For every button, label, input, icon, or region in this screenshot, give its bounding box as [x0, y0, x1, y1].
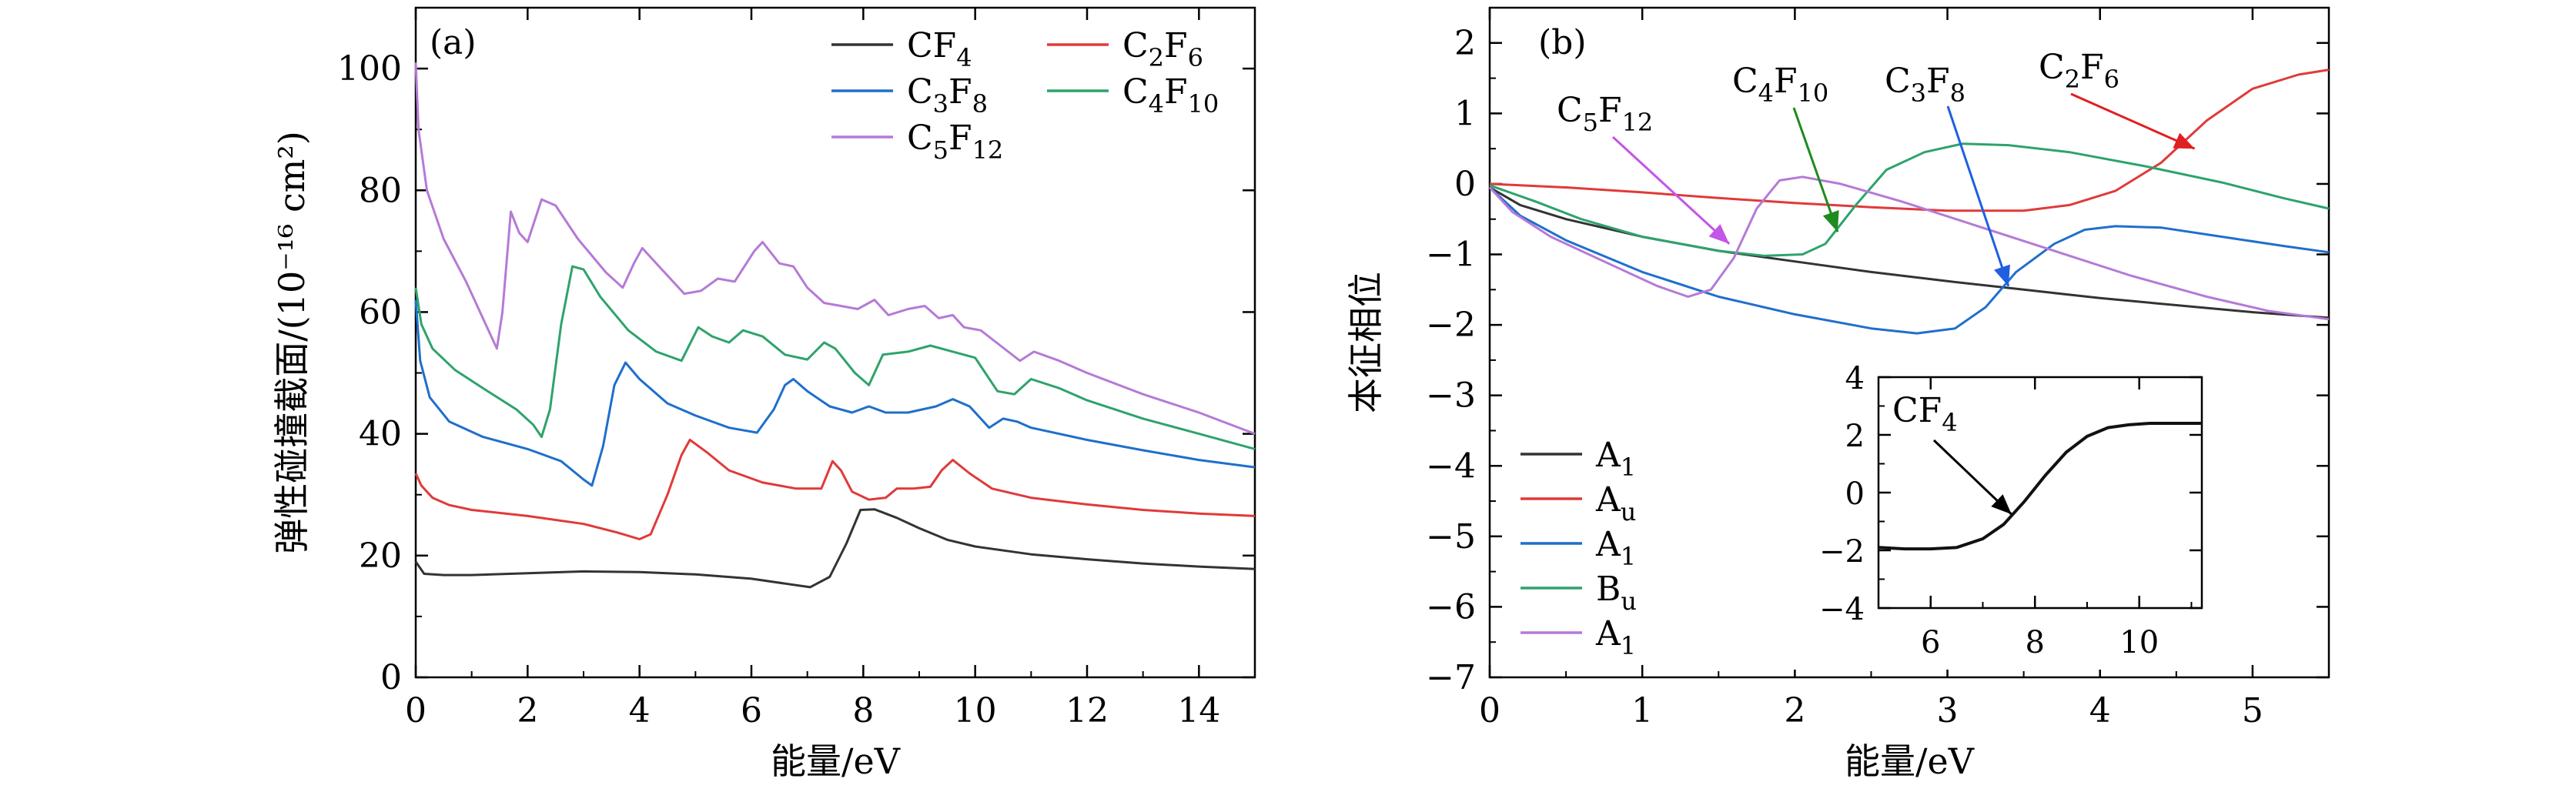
panel-a-series-c2f6: [414, 439, 1256, 540]
panel-b-ytick-label: 0: [1454, 165, 1476, 204]
panel-a-axes: 0 2 4 6 8 10 12 14 0 20 40 60 80 100: [337, 6, 1256, 730]
panel-b-ytick-label: −2: [1426, 306, 1476, 345]
panel-b-series-cf4-a1: [1489, 186, 2330, 319]
panel-b-annotation-arrow-c5f12-shaft: [1611, 135, 1731, 245]
inset-annotation-cf4: CF4: [1892, 391, 1958, 437]
panel-b-legend-label-cf4: A1: [1595, 436, 1636, 482]
panel-b-legend-label-c3f8: A1: [1595, 525, 1636, 571]
panel-b-ytick-label: −3: [1426, 376, 1476, 416]
inset-ytick-label: −4: [1819, 592, 1865, 627]
panel-a-legend-label-cf4: CF4: [907, 26, 972, 72]
inset-ytick-label: 2: [1845, 419, 1865, 454]
panel-b-annotation-c4f10: C4F10: [1732, 62, 1828, 108]
panel-b-annotation-arrow-c3f8-shaft: [1946, 105, 2010, 287]
panel-a-xtick-label: 4: [629, 691, 651, 730]
panel-a-legend-label-c2f6: C2F6: [1122, 26, 1203, 72]
panel-a-series-cf4: [414, 508, 1256, 589]
panel-b-ylabel: 本征相位: [1345, 272, 1387, 413]
panel-b-xlabel: 能量/eV: [1845, 740, 1975, 782]
inset-xtick-label: 8: [2025, 625, 2044, 660]
panel-a-xtick-label: 6: [741, 691, 762, 730]
panel-b-series-c5f12-a1: [1488, 175, 2330, 321]
panel-a-ytick-label: 40: [359, 415, 402, 454]
panel-a-xtick-label: 0: [405, 691, 427, 730]
panel-b-ytick-label: −7: [1426, 658, 1476, 697]
panel-a-ytick-label: 20: [359, 536, 402, 576]
panel-a-label: (a): [430, 23, 477, 62]
panel-b-series-c2f6-au: [1489, 69, 2330, 212]
panel-b-label: (b): [1538, 23, 1587, 62]
inset-xtick-label: 10: [2119, 625, 2159, 660]
panel-a-ylabel: 弹性碰撞截面/(10⁻¹⁶ cm²): [271, 131, 313, 554]
panel-a-ytick-label: 100: [337, 49, 402, 89]
panel-b-ytick-label: 2: [1454, 24, 1476, 63]
panel-b-annotation-c5f12: C5F12: [1557, 91, 1653, 137]
panel-b-xtick-label: 5: [2242, 691, 2263, 730]
panel-a-xtick-label: 14: [1177, 691, 1220, 730]
panel-b-annotation-arrow-c5f12-head: [1708, 224, 1730, 244]
panel-b-annotation-arrow-c2f6-shaft: [2070, 92, 2196, 150]
panel-b-legend-label-c4f10: Bu: [1596, 570, 1637, 616]
panel-a-ytick-label: 80: [359, 171, 402, 210]
inset-xtick-label: 6: [1921, 625, 1940, 660]
panel-b-series-c3f8-a1: [1488, 186, 2330, 335]
panel-b-annotation-arrow-c4f10-head: [1822, 210, 1839, 232]
panel-b-annotation-c2f6: C2F6: [2039, 48, 2119, 94]
inset-ytick-label: −2: [1819, 534, 1865, 570]
panel-b-annotation-c3f8: C3F8: [1885, 62, 1965, 108]
panel-b-xtick-label: 2: [1784, 691, 1805, 730]
panel-a-xtick-label: 12: [1066, 691, 1109, 730]
panel-a-series-c3f8: [414, 299, 1256, 487]
inset-annotation-arrow-cf4-head: [1991, 494, 2012, 515]
panel-a-legend-label-c5f12: C5F12: [907, 119, 1003, 165]
panel-b-xtick-label: 3: [1937, 691, 1959, 730]
panel-a-frame: [414, 6, 1256, 679]
panel-b-ytick-label: −5: [1426, 517, 1476, 556]
panel-b-ytick-label: −6: [1426, 587, 1476, 627]
panel-a-xtick-label: 2: [517, 691, 538, 730]
panel-b-xtick-label: 1: [1631, 691, 1653, 730]
panel-b-legend-label-c2f6: Au: [1595, 480, 1636, 526]
inset-series-cf4: [1878, 422, 2202, 551]
panel-b-ytick-label: −1: [1426, 236, 1476, 275]
inset-background: [1794, 362, 2225, 670]
panel-a-ytick-label: 0: [380, 658, 402, 697]
panel-a-series-c5f12: [414, 62, 1256, 436]
panel-b-xtick-label: 0: [1479, 691, 1500, 730]
inset-ytick-label: 4: [1845, 361, 1865, 396]
panel-b-frame: [1488, 6, 2330, 679]
panel-a-legend-label-c3f8: C3F8: [907, 72, 988, 119]
panel-b-series-c4f10-bu: [1489, 142, 2330, 257]
panel-b-legend-label-c5f12: A1: [1595, 614, 1636, 660]
panel-a-ytick-label: 60: [359, 292, 402, 332]
panel-a-xlabel: 能量/eV: [771, 740, 901, 782]
panel-b-annotation-arrow-c2f6-head: [2173, 132, 2195, 149]
panel-a-xtick-label: 10: [954, 691, 997, 730]
inset-ytick-label: 0: [1845, 476, 1865, 512]
panel-b-axes: 0 1 2 3 4 5 −7 −6 −5 −4 −3 −2 −1 0 1 2: [1426, 6, 2330, 730]
panel-b-ytick-label: 1: [1454, 94, 1476, 133]
inset-axes: 6 8 10 −4 −2 0 2 4: [1819, 361, 2203, 660]
panel-b-annotation-arrow-c4f10-shaft: [1792, 107, 1839, 232]
panel-b-annotation-arrow-c3f8-head: [1994, 264, 2010, 286]
panel-b-xtick-label: 4: [2089, 691, 2111, 730]
panel-a-series-c4f10: [414, 265, 1256, 450]
panel-a-legend-label-c4f10: C4F10: [1122, 72, 1219, 119]
panel-b-ytick-label: −4: [1426, 446, 1476, 486]
panel-a-xtick-label: 8: [852, 691, 874, 730]
